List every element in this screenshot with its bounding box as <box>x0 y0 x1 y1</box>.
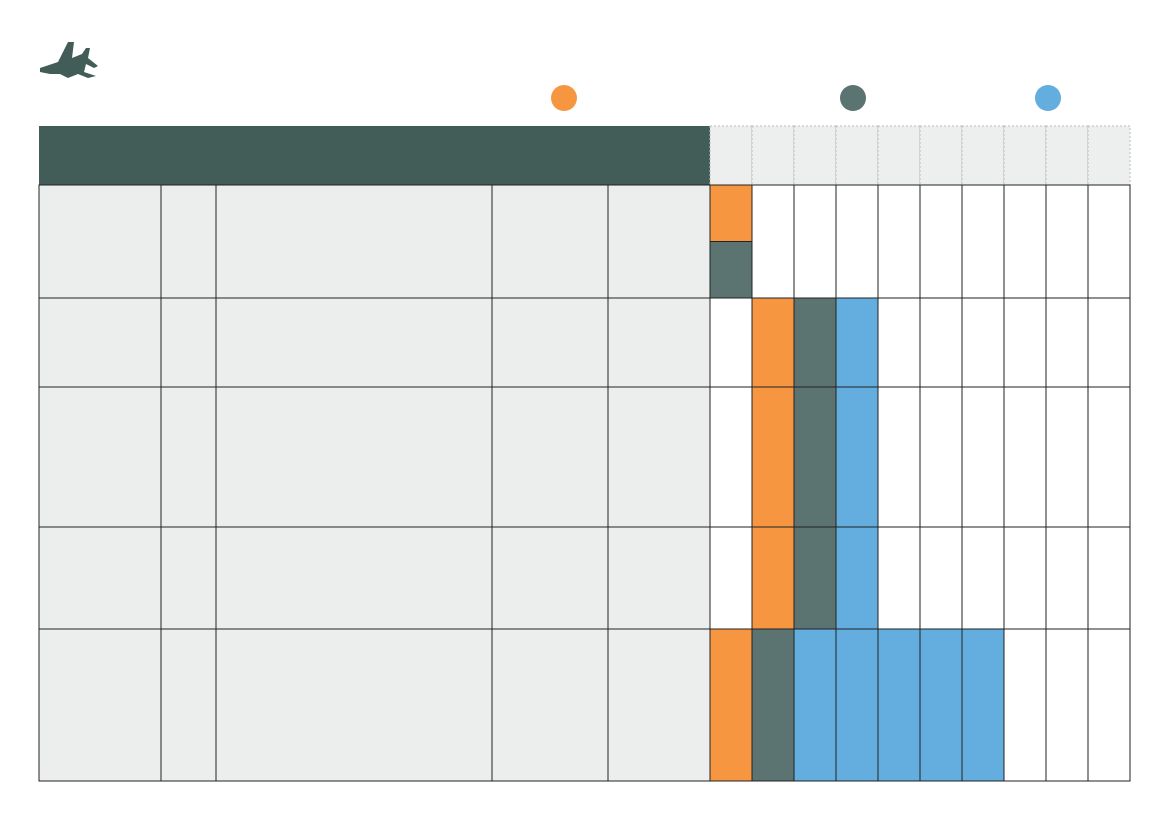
timeline-bar-blue <box>877 628 921 782</box>
timeline-bar-blue <box>835 297 879 388</box>
table-cell <box>38 526 162 630</box>
table-cell <box>215 386 493 528</box>
timeline-bar-orange <box>709 184 753 242</box>
timeline-bar-slate <box>793 386 837 528</box>
timeline-cell-empty <box>709 386 753 528</box>
timeline-cell-empty <box>877 386 921 528</box>
timeline-header-period <box>751 125 795 186</box>
timeline-bar-blue <box>835 386 879 528</box>
timeline-cell-empty <box>919 386 963 528</box>
table-cell <box>160 184 217 299</box>
timeline-cell-empty <box>1003 526 1047 630</box>
timeline-cell-empty <box>1045 184 1089 299</box>
table-cell <box>491 628 609 782</box>
table-cell <box>607 386 711 528</box>
timeline-cell-empty <box>1087 184 1131 299</box>
timeline-cell-empty <box>751 184 795 299</box>
timeline-header-period <box>835 125 879 186</box>
timeline-header-period <box>877 125 921 186</box>
timeline-cell-empty <box>835 184 879 299</box>
timeline-bar-slate <box>709 241 753 299</box>
table-cell <box>38 297 162 388</box>
timeline-header-period <box>793 125 837 186</box>
timeline-cell-empty <box>877 526 921 630</box>
timeline-cell-empty <box>1045 526 1089 630</box>
timeline-cell-empty <box>919 526 963 630</box>
timeline-bar-blue <box>835 628 879 782</box>
timeline-cell-empty <box>877 297 921 388</box>
timeline-cell-empty <box>793 184 837 299</box>
timeline-header-period <box>919 125 963 186</box>
timeline-cell-empty <box>1045 386 1089 528</box>
table-cell <box>607 628 711 782</box>
timeline-bar-orange <box>709 628 753 782</box>
timeline-bar-blue <box>919 628 963 782</box>
timeline-bar-slate <box>793 297 837 388</box>
timeline-header-period <box>961 125 1005 186</box>
timeline-cell-empty <box>1087 526 1131 630</box>
timeline-bar-blue <box>835 526 879 630</box>
timeline-cell-empty <box>709 297 753 388</box>
table-cell <box>38 184 162 299</box>
timeline-header-period <box>1045 125 1089 186</box>
timeline-cell-empty <box>1087 297 1131 388</box>
timeline-cell-empty <box>1045 628 1089 782</box>
timeline-cell-empty <box>961 297 1005 388</box>
table-cell <box>215 628 493 782</box>
timeline-cell-empty <box>1045 297 1089 388</box>
table-header <box>39 126 710 185</box>
table-cell <box>160 386 217 528</box>
legend-blue-dot <box>1035 85 1061 111</box>
timeline-cell-empty <box>1087 628 1131 782</box>
timeline-bar-orange <box>751 526 795 630</box>
timeline-cell-empty <box>1087 386 1131 528</box>
timeline-bar-orange <box>751 297 795 388</box>
timeline-cell-empty <box>877 184 921 299</box>
timeline-cell-empty <box>961 526 1005 630</box>
table-cell <box>607 297 711 388</box>
table-cell <box>215 184 493 299</box>
timeline-cell-empty <box>709 526 753 630</box>
timeline-cell-empty <box>1003 297 1047 388</box>
timeline-header-period <box>1003 125 1047 186</box>
table-cell <box>607 526 711 630</box>
timeline-header-period <box>709 125 753 186</box>
legend-slate-dot <box>840 85 866 111</box>
timeline-bar-blue <box>793 628 837 782</box>
table-cell <box>491 184 609 299</box>
legend-orange-dot <box>551 85 577 111</box>
timeline-cell-empty <box>961 386 1005 528</box>
timeline-cell-empty <box>1003 628 1047 782</box>
table-cell <box>215 297 493 388</box>
table-cell <box>160 297 217 388</box>
table-cell <box>38 386 162 528</box>
table-cell <box>160 628 217 782</box>
table-cell <box>491 526 609 630</box>
table-cell <box>160 526 217 630</box>
timeline-cell-empty <box>919 297 963 388</box>
timeline-cell-empty <box>961 184 1005 299</box>
table-cell <box>215 526 493 630</box>
timeline-bar-blue <box>961 628 1005 782</box>
timeline-cell-empty <box>1003 386 1047 528</box>
table-cell <box>491 297 609 388</box>
table-cell <box>607 184 711 299</box>
timeline-cell-empty <box>1003 184 1047 299</box>
timeline-bar-slate <box>751 628 795 782</box>
table-cell <box>38 628 162 782</box>
table-cell <box>491 386 609 528</box>
timeline-header-period <box>1087 125 1131 186</box>
timeline-cell-empty <box>919 184 963 299</box>
fighter-jet-icon <box>40 42 98 78</box>
timeline-bar-orange <box>751 386 795 528</box>
timeline-bar-slate <box>793 526 837 630</box>
